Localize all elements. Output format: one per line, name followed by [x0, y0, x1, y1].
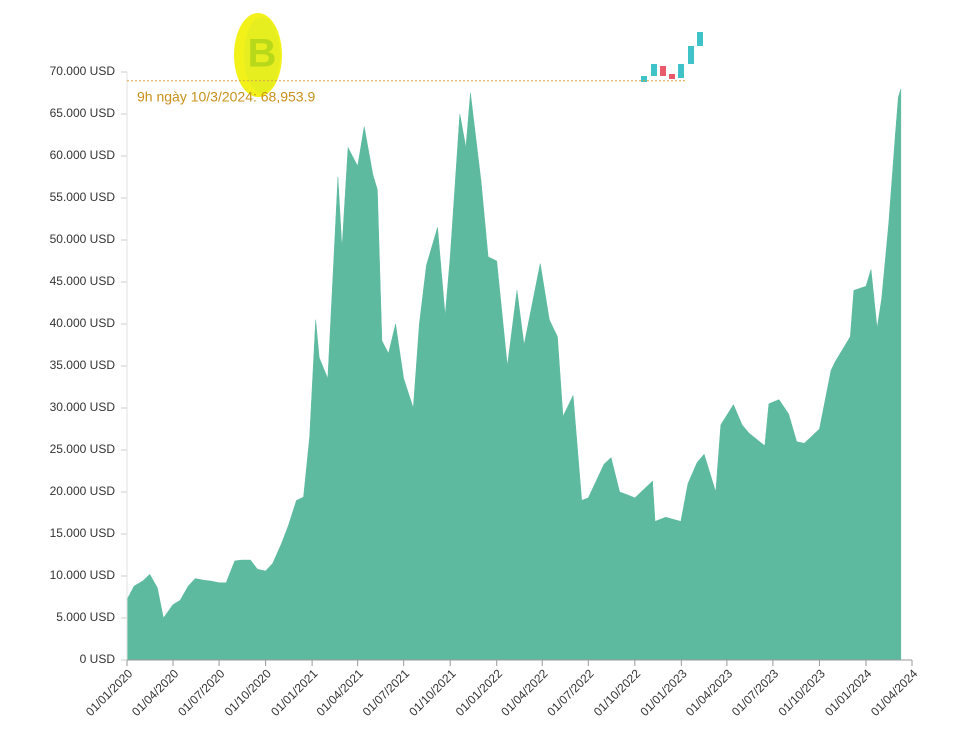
x-tick-label: 01/07/2021 [360, 666, 413, 719]
x-tick-label: 01/01/2023 [637, 666, 690, 719]
y-tick-label: 5.000 USD [56, 610, 115, 624]
x-tick-label: 01/04/2022 [498, 666, 551, 719]
y-tick-label: 65.000 USD [50, 106, 116, 120]
y-tick-label: 45.000 USD [50, 274, 116, 288]
y-tick-label: 25.000 USD [50, 442, 116, 456]
y-tick-label: 15.000 USD [50, 526, 116, 540]
y-tick-label: 60.000 USD [50, 148, 116, 162]
x-tick-label: 01/01/2022 [453, 666, 506, 719]
x-tick-label: 01/07/2023 [729, 666, 782, 719]
y-tick-label: 30.000 USD [50, 400, 116, 414]
y-tick-label: 10.000 USD [50, 568, 116, 582]
x-tick-label: 01/10/2020 [222, 666, 275, 719]
x-tick-label: 01/01/2020 [83, 666, 136, 719]
candlestick-icon [641, 32, 703, 82]
x-tick-label: 01/01/2024 [822, 666, 875, 719]
y-tick-label: 20.000 USD [50, 484, 116, 498]
annotation: 9h ngày 10/3/2024: 68,953.9 [137, 89, 315, 105]
x-tick-label: 01/04/2021 [314, 666, 367, 719]
x-tick-label: 01/04/2024 [868, 666, 921, 719]
svg-text:B: B [248, 32, 277, 76]
y-tick-label: 55.000 USD [50, 190, 116, 204]
y-tick-label: 35.000 USD [50, 358, 116, 372]
y-tick-label: 40.000 USD [50, 316, 116, 330]
x-tick-label: 01/01/2021 [268, 666, 321, 719]
y-tick-label: 70.000 USD [50, 64, 116, 78]
x-tick-label: 01/04/2023 [683, 666, 736, 719]
x-tick-label: 01/07/2020 [175, 666, 228, 719]
y-tick-label: 50.000 USD [50, 232, 116, 246]
x-tick-label: 01/10/2022 [591, 666, 644, 719]
bitcoin-icon: B [234, 13, 282, 97]
price-area [126, 88, 902, 661]
x-tick-label: 01/10/2021 [406, 666, 459, 719]
x-tick-label: 01/07/2022 [544, 666, 597, 719]
y-tick-label: 0 USD [80, 652, 116, 666]
x-tick-label: 01/04/2020 [129, 666, 182, 719]
x-tick-label: 01/10/2023 [775, 666, 828, 719]
